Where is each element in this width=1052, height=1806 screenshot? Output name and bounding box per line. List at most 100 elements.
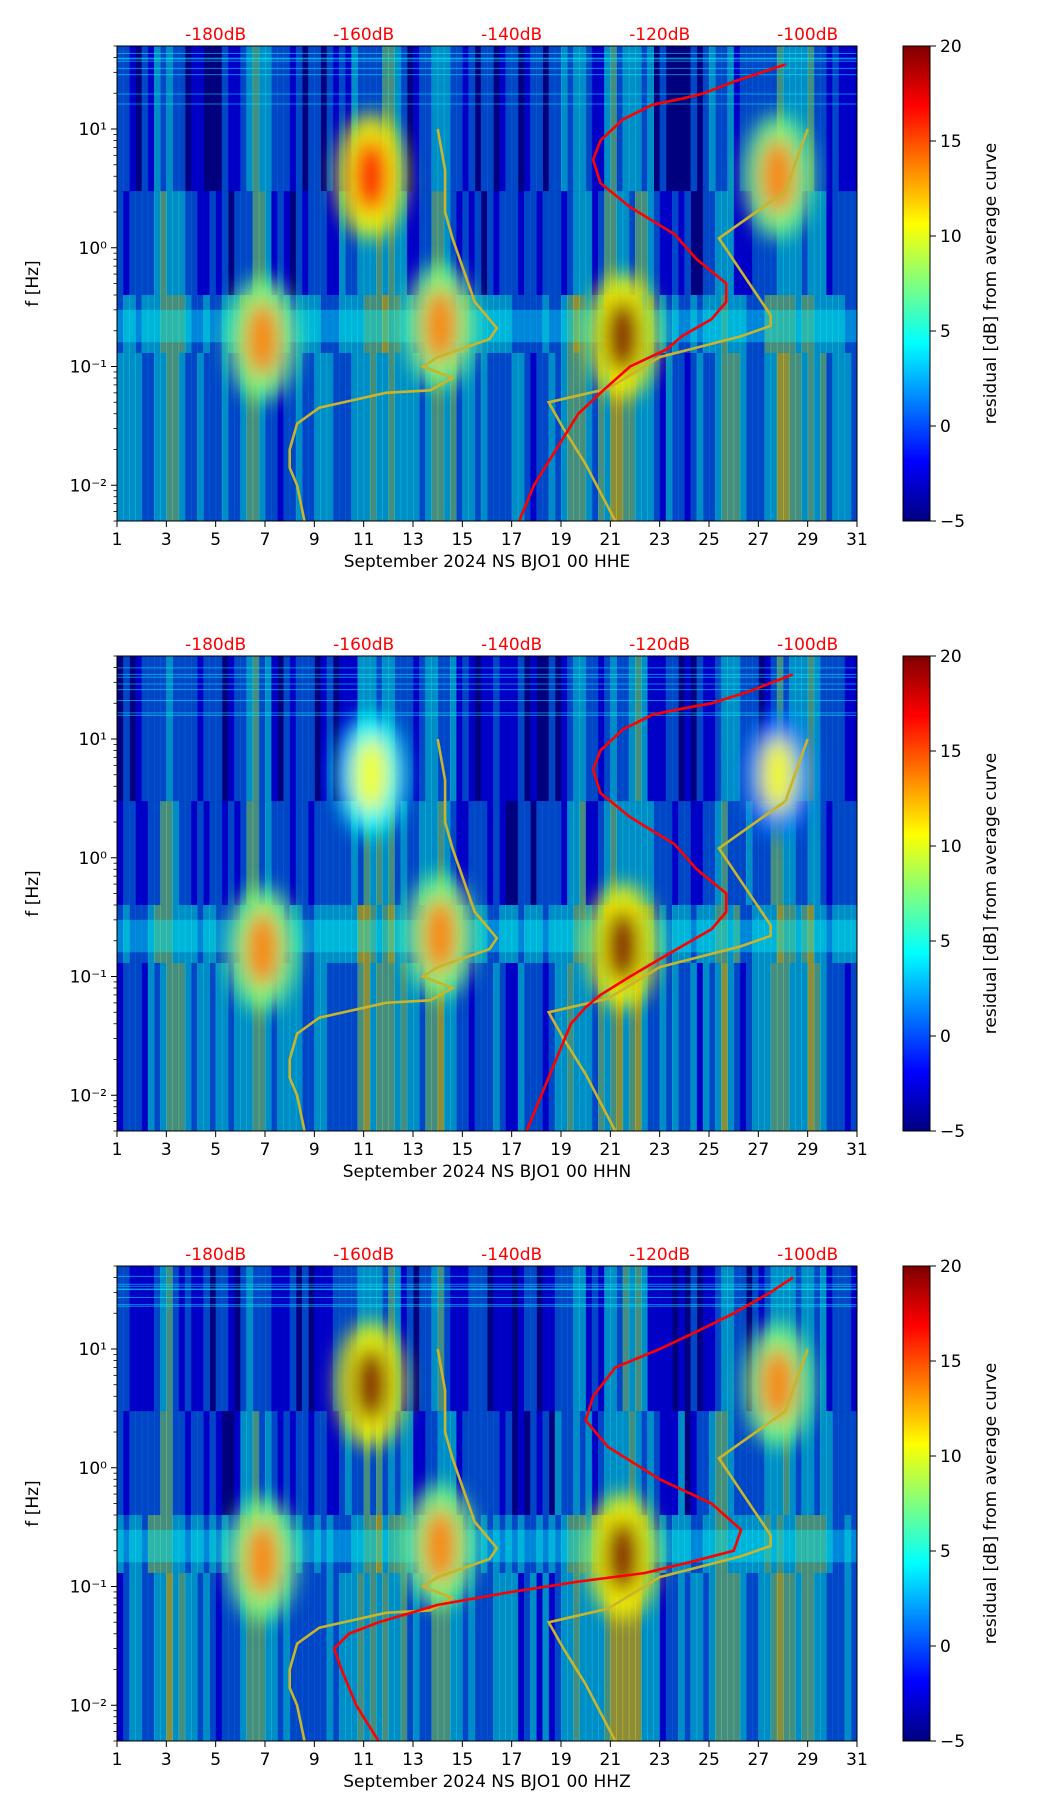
spectrogram-cell bbox=[240, 1266, 247, 1412]
spectrogram-cell bbox=[709, 1572, 716, 1741]
spectrogram-cell bbox=[511, 352, 519, 521]
spectrogram-cell bbox=[215, 656, 223, 802]
spectrogram-cell bbox=[579, 1572, 587, 1741]
spectrogram-cell bbox=[351, 295, 358, 353]
x-tick-label: 15 bbox=[452, 1750, 474, 1770]
spectrogram-cell bbox=[567, 191, 574, 296]
spectrogram-cell bbox=[752, 905, 759, 963]
spectrogram-cell bbox=[591, 191, 599, 296]
spectrogram-cell bbox=[579, 191, 587, 296]
spectrogram-cell bbox=[456, 1572, 463, 1741]
spectrogram-cell bbox=[499, 295, 506, 353]
spectrogram-cell bbox=[295, 1572, 303, 1741]
spectrogram-cell bbox=[770, 295, 778, 353]
spectrogram-cell bbox=[610, 46, 617, 192]
spectrogram-cell bbox=[505, 905, 513, 963]
spectrogram-cell bbox=[604, 1411, 611, 1516]
spectrogram-cell bbox=[160, 352, 167, 521]
spectrogram-cell bbox=[517, 191, 525, 296]
x-tick-label: 31 bbox=[846, 1140, 868, 1160]
spectrogram-cell bbox=[561, 905, 568, 963]
top-db-label: -140dB bbox=[481, 25, 542, 45]
spectrogram-cell bbox=[826, 352, 833, 521]
spectrogram-cell bbox=[487, 801, 494, 906]
spectrogram-cell bbox=[826, 1266, 833, 1412]
spectrogram-cell bbox=[468, 1266, 476, 1412]
spectrogram-cell bbox=[240, 191, 247, 296]
spectrogram-cell bbox=[462, 1266, 469, 1412]
spectrogram-cell bbox=[141, 1411, 149, 1516]
spectrogram-cell bbox=[141, 1515, 149, 1573]
spectrogram-cell bbox=[696, 1572, 704, 1741]
spectrogram-cell bbox=[721, 1411, 728, 1516]
spectrogram-cell bbox=[635, 962, 642, 1131]
spectrogram-cell bbox=[783, 1515, 790, 1573]
spectrogram-cell bbox=[746, 801, 753, 906]
spectrogram-cell bbox=[209, 962, 217, 1131]
spectrogram-cell bbox=[197, 656, 204, 802]
spectrogram-cell bbox=[672, 295, 679, 353]
spectrogram-cell bbox=[369, 1572, 377, 1741]
spectrogram-cell bbox=[653, 191, 661, 296]
spectrogram-cell bbox=[394, 1515, 402, 1573]
spectrogram-cell bbox=[499, 1515, 506, 1573]
spectrogram-cell bbox=[129, 1411, 136, 1516]
spectrogram-cell bbox=[795, 1411, 802, 1516]
spectrogram-cell bbox=[493, 352, 500, 521]
spectrogram-cell bbox=[659, 46, 667, 192]
spectrogram-cell bbox=[308, 1572, 315, 1741]
colorbar-tick-label: 0 bbox=[940, 1637, 951, 1657]
spectrogram-cell bbox=[388, 801, 395, 906]
spectrogram-cell bbox=[246, 1266, 254, 1412]
spectrogram-cell bbox=[727, 905, 735, 963]
spectrogram-cell bbox=[530, 1266, 537, 1412]
y-tick-label: 10⁻² bbox=[70, 476, 107, 496]
noise-model-high bbox=[546, 128, 809, 521]
spectrogram-cell bbox=[746, 295, 753, 353]
spectrogram-cell bbox=[715, 656, 722, 802]
spectrogram-cell bbox=[166, 801, 173, 906]
spectrogram-cell bbox=[653, 905, 661, 963]
spectrogram-cell bbox=[141, 656, 149, 802]
spectrogram-cell bbox=[320, 1411, 328, 1516]
hotspot-core bbox=[422, 287, 459, 364]
spectrogram-cell bbox=[770, 1572, 778, 1741]
colorbar bbox=[902, 45, 931, 522]
spectrogram-cell bbox=[147, 962, 155, 1131]
spectrogram-cell bbox=[203, 352, 210, 521]
spectrogram-cell bbox=[308, 1515, 315, 1573]
spectrogram-cell bbox=[295, 191, 303, 296]
spectrogram-cell bbox=[487, 1572, 494, 1741]
spectrogram-cell bbox=[647, 352, 654, 521]
spectrogram-cell bbox=[530, 191, 537, 296]
spectrogram-cell bbox=[203, 191, 210, 296]
spectrogram-cell bbox=[339, 801, 346, 906]
spectrogram-cell bbox=[295, 962, 303, 1131]
spectrogram-cell bbox=[536, 46, 543, 192]
spectrogram-cell bbox=[406, 962, 414, 1131]
spectrogram-cell bbox=[573, 1411, 580, 1516]
top-db-label: -160dB bbox=[333, 1245, 394, 1265]
spectrogram-cell bbox=[123, 1411, 130, 1516]
spectrogram-cell bbox=[776, 1572, 784, 1741]
spectrogram-cell bbox=[437, 962, 445, 1131]
spectrogram-cell bbox=[493, 1266, 500, 1412]
spectrogram-cell bbox=[252, 801, 260, 906]
spectrogram-cell bbox=[166, 1266, 173, 1412]
spectrogram-cell bbox=[764, 295, 772, 353]
spectrogram-cell bbox=[826, 656, 833, 802]
spectrogram-cell bbox=[536, 295, 543, 353]
spectrogram-cell bbox=[628, 1266, 636, 1412]
spectrogram-cell bbox=[117, 962, 124, 1131]
spectrogram-cell bbox=[302, 801, 309, 906]
spectrogram-cell bbox=[628, 1572, 636, 1741]
spectrogram-cell bbox=[234, 1411, 241, 1516]
spectrogram-cell bbox=[221, 1266, 229, 1412]
spectrogram-cell bbox=[345, 962, 352, 1131]
spectrogram-cell bbox=[406, 801, 414, 906]
spectrogram-cell bbox=[400, 1515, 408, 1573]
spectrogram-cell bbox=[184, 352, 192, 521]
spectrogram-cell bbox=[345, 905, 352, 963]
spectrogram-cell bbox=[129, 1515, 136, 1573]
spectrogram-cell bbox=[758, 1572, 765, 1741]
